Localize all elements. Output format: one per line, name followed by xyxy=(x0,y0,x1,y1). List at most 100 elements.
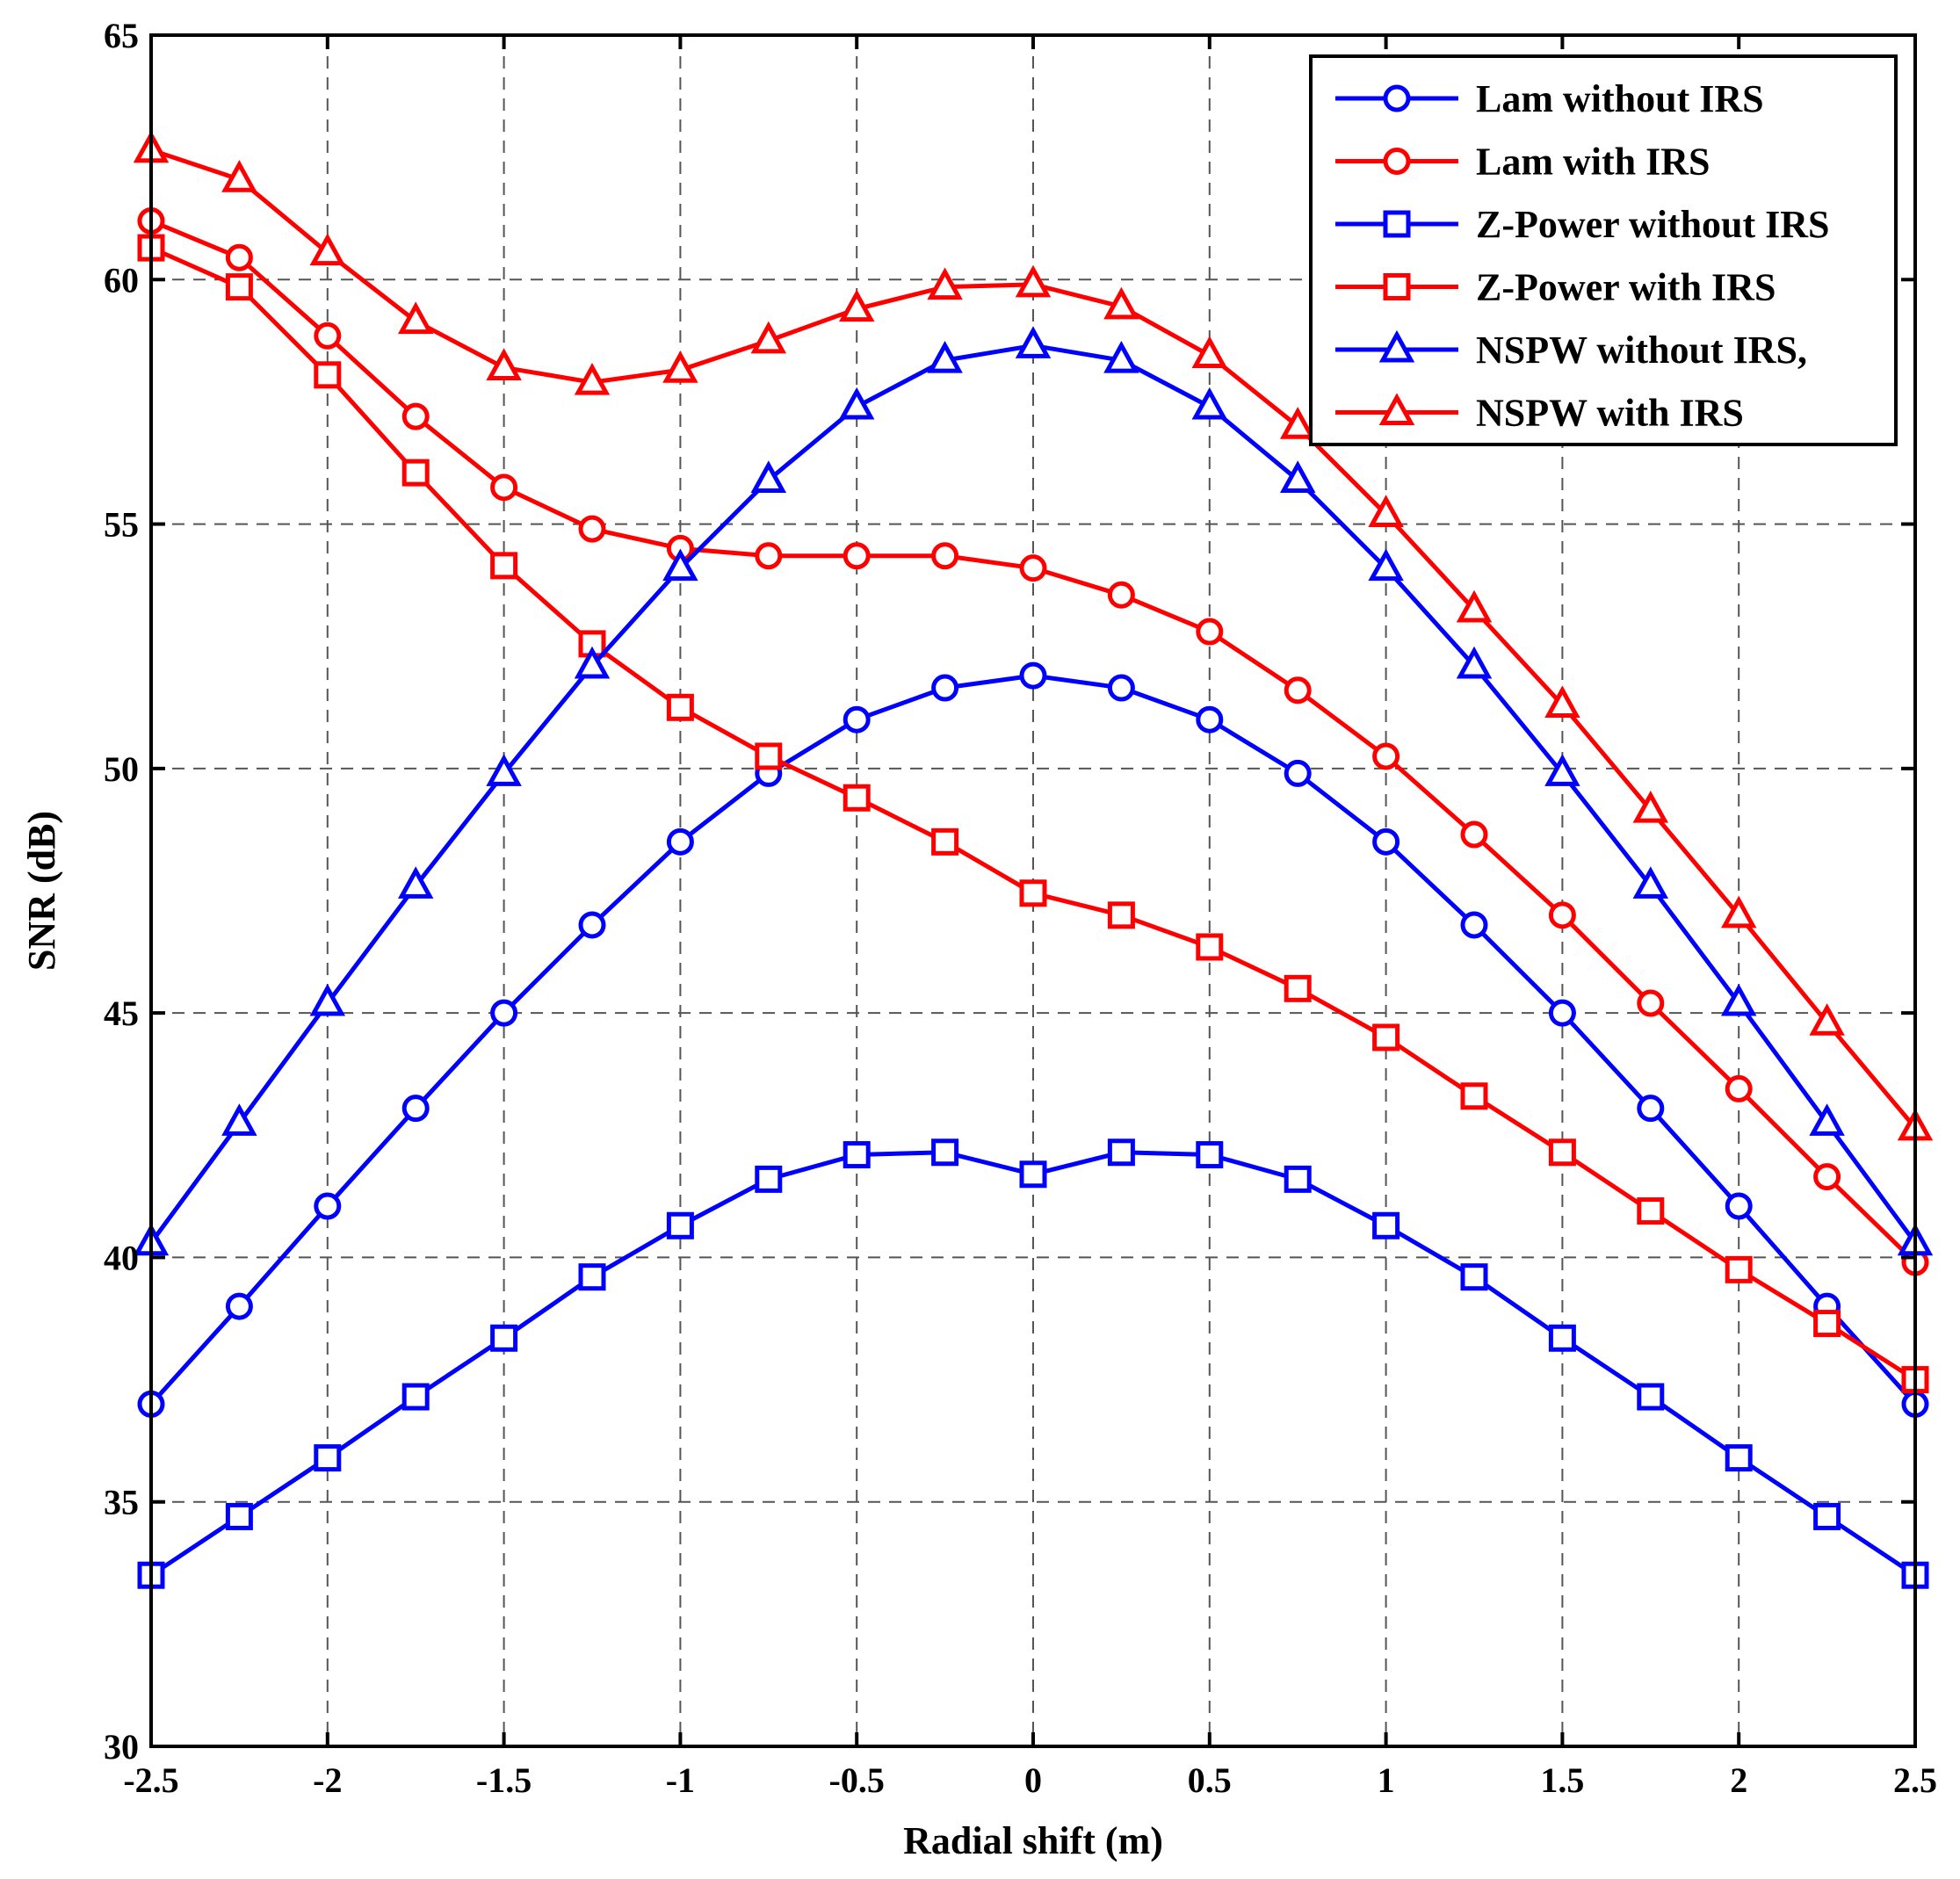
x-tick-label: 0 xyxy=(1024,1760,1042,1800)
legend-marker xyxy=(1378,329,1415,363)
x-tick-label: -2.5 xyxy=(123,1760,178,1800)
data-point xyxy=(486,754,522,786)
data-point xyxy=(1725,1192,1753,1220)
data-point xyxy=(931,1138,959,1167)
data-point xyxy=(574,646,611,679)
data-point xyxy=(490,999,518,1027)
data-point xyxy=(314,1444,342,1472)
data-point xyxy=(838,289,875,322)
y-tick-label: 55 xyxy=(104,505,139,545)
legend-entry: Z-Power with IRS xyxy=(1335,266,1776,309)
data-point xyxy=(1548,901,1576,929)
legend-entry: Lam with IRS xyxy=(1335,141,1710,184)
data-point xyxy=(666,1211,694,1239)
data-point xyxy=(662,548,698,582)
data-point xyxy=(755,1165,783,1193)
y-tick-label: 60 xyxy=(104,260,139,300)
legend-marker xyxy=(1383,148,1411,175)
legend-label: NSPW with IRS xyxy=(1476,392,1744,435)
data-point xyxy=(843,1141,871,1169)
data-point xyxy=(755,742,783,770)
data-point xyxy=(843,784,871,812)
series-1 xyxy=(137,206,1929,1276)
data-point xyxy=(314,361,342,389)
legend-entry: NSPW without IRS, xyxy=(1335,329,1807,372)
legend-entries: Lam without IRS Lam with IRS Z-Power witho… xyxy=(1335,77,1830,435)
data-point xyxy=(1019,554,1047,582)
data-point xyxy=(486,348,522,380)
data-point xyxy=(314,1192,342,1220)
data-point xyxy=(1372,1023,1400,1052)
data-point xyxy=(221,1103,257,1136)
data-point xyxy=(1107,581,1135,609)
x-tick-label: 1.5 xyxy=(1540,1760,1584,1800)
data-point xyxy=(397,301,434,335)
data-point xyxy=(578,1263,606,1291)
data-point xyxy=(1456,646,1493,679)
data-point xyxy=(1196,1141,1224,1169)
data-point xyxy=(1809,1103,1845,1136)
data-point xyxy=(1196,705,1224,734)
data-point xyxy=(1544,754,1580,786)
y-tick-label: 50 xyxy=(104,749,139,789)
data-point xyxy=(750,460,787,493)
data-point xyxy=(1368,495,1404,527)
x-tick-label: -1 xyxy=(666,1760,695,1800)
data-point xyxy=(927,267,963,300)
data-point xyxy=(1548,1324,1576,1352)
data-point xyxy=(401,459,430,487)
legend-box xyxy=(1309,54,1898,446)
data-point xyxy=(309,983,346,1016)
data-point xyxy=(490,473,518,502)
data-point xyxy=(221,160,257,192)
legend-entry: Z-Power without IRS xyxy=(1335,203,1830,246)
legend-label: Z-Power without IRS xyxy=(1476,203,1830,246)
data-point xyxy=(1637,1197,1665,1225)
data-point xyxy=(755,542,783,570)
legend-label: Lam without IRS xyxy=(1476,77,1764,120)
legend-label: NSPW without IRS, xyxy=(1476,329,1807,372)
data-point xyxy=(1720,983,1757,1016)
data-point xyxy=(1368,548,1404,582)
data-point xyxy=(1196,618,1224,646)
data-point xyxy=(931,674,959,702)
data-point xyxy=(225,243,253,271)
x-tick-label: 1 xyxy=(1378,1760,1395,1800)
data-point xyxy=(1196,933,1224,961)
data-point xyxy=(1456,589,1493,623)
data-point xyxy=(1548,1138,1576,1167)
data-point xyxy=(574,362,611,395)
data-point xyxy=(309,233,346,266)
data-point xyxy=(1372,1211,1400,1239)
series-2 xyxy=(137,1138,1929,1589)
legend-marker xyxy=(1383,84,1411,112)
data-point xyxy=(225,273,253,301)
x-axis-title: Radial shift (m) xyxy=(903,1819,1163,1862)
data-point xyxy=(397,866,434,899)
legend-label: Z-Power with IRS xyxy=(1476,266,1776,309)
data-point xyxy=(666,827,694,856)
data-point xyxy=(1813,1502,1841,1530)
data-point xyxy=(843,542,871,570)
x-tick-label: -2 xyxy=(313,1760,342,1800)
data-point xyxy=(1372,742,1400,770)
data-point xyxy=(1725,1444,1753,1472)
legend-label: Lam with IRS xyxy=(1476,141,1710,184)
data-point xyxy=(1460,1082,1488,1110)
data-point xyxy=(1548,999,1576,1027)
data-point xyxy=(1107,674,1135,702)
data-point xyxy=(1637,989,1665,1017)
data-point xyxy=(1015,326,1052,358)
data-point xyxy=(578,911,606,939)
data-point xyxy=(1460,1263,1488,1291)
data-point xyxy=(1019,661,1047,690)
data-point xyxy=(931,827,959,856)
data-point xyxy=(1019,879,1047,907)
data-point xyxy=(225,1292,253,1320)
y-tick-label: 65 xyxy=(104,16,139,55)
legend-marker xyxy=(1383,210,1411,238)
data-point xyxy=(490,1324,518,1352)
data-point xyxy=(1284,676,1312,705)
data-point xyxy=(578,515,606,543)
